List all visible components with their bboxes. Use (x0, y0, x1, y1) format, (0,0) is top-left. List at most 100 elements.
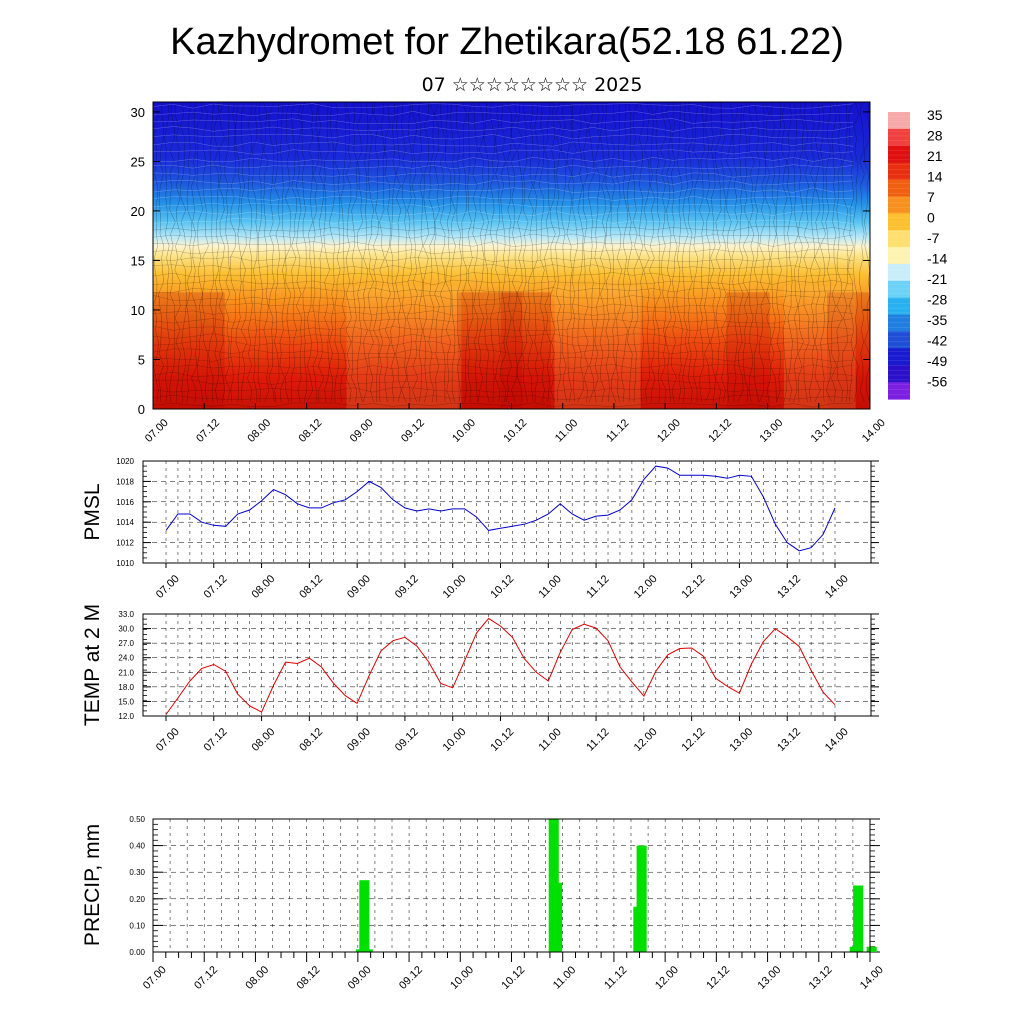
precip-bar (359, 880, 370, 952)
wind-barb-staff (285, 102, 292, 403)
wind-barb-staff (571, 102, 578, 403)
wind-barb-staff (792, 102, 799, 403)
wind-barb-staff (809, 102, 816, 403)
y-tick-label: 24.0 (118, 654, 134, 663)
wind-barb-staff (433, 102, 440, 403)
wind-barb-staff (538, 102, 545, 403)
y-tick-label: 0.00 (129, 948, 145, 957)
isoline (153, 187, 854, 193)
wind-barb-staff (439, 102, 446, 402)
isoline (153, 133, 854, 140)
x-tick-label: 09.00 (348, 417, 376, 445)
x-tick-label: 08.12 (297, 573, 325, 601)
isoline (153, 196, 853, 201)
y-tick-label: 15 (131, 253, 145, 268)
isoline (153, 295, 854, 301)
wind-barb-staff (500, 102, 507, 403)
wind-barb-staff (174, 102, 181, 403)
colorbar-swatch (888, 162, 910, 181)
x-tick-label: 13.00 (757, 417, 785, 445)
y-tick-label: 27.0 (118, 639, 134, 648)
x-tick-label: 08.00 (245, 417, 273, 445)
isoline (153, 256, 854, 262)
x-tick-label: 14.00 (823, 573, 851, 601)
wind-barb-staff (665, 102, 672, 403)
wind-barb-staff (291, 102, 297, 402)
temp-frame (142, 613, 872, 717)
wind-barb-staff (775, 102, 782, 403)
wind-barb-staff (831, 102, 837, 403)
wind-barb-staff (411, 102, 418, 403)
wind-barb-staff (533, 102, 540, 403)
x-tick-label: 10.12 (501, 417, 529, 445)
colorbar-swatch (888, 382, 910, 400)
y-tick-label: 33.0 (118, 610, 134, 619)
y-tick-label: 25 (131, 154, 145, 169)
wind-barb-staff (378, 102, 385, 403)
wind-barb-staff (323, 102, 330, 403)
colorbar-swatch (888, 128, 910, 147)
colorbar-label: 21 (927, 148, 943, 164)
wind-barb-staff (753, 102, 761, 403)
x-tick-label: 14.00 (858, 964, 886, 992)
isoline (153, 210, 854, 216)
precip-bar (362, 949, 373, 952)
pmsl-frame (142, 460, 872, 564)
wind-barb-staff (814, 102, 821, 403)
wind-barb-staff (230, 102, 236, 403)
wind-barb-staff (274, 102, 281, 403)
wind-barb-staff (202, 102, 209, 403)
wind-barb-staff (401, 102, 407, 403)
wind-barb-staff (742, 102, 750, 403)
wind-barb-staff (384, 102, 391, 403)
x-tick-label: 08.00 (243, 964, 271, 992)
wind-barb-staff (247, 102, 253, 403)
wind-barb-staff (495, 102, 501, 403)
isoline (153, 118, 854, 124)
wind-barb-staff (218, 102, 225, 403)
isoline (153, 387, 854, 393)
precip-axis-label: PRECIP, mm (81, 824, 104, 946)
x-tick-label: 12.12 (680, 726, 708, 754)
y-tick-label: 0.20 (129, 895, 145, 904)
isoline (153, 333, 854, 339)
y-tick-label: 1014 (116, 518, 134, 527)
y-tick-label: 0.50 (129, 815, 145, 824)
colorbar-swatch (888, 331, 910, 349)
wind-barb-staff (555, 102, 562, 402)
wind-barb-staff (671, 102, 678, 403)
x-tick-label: 13.00 (727, 726, 755, 754)
isoline (153, 310, 854, 316)
wind-barb-staff (693, 102, 700, 403)
wind-barb-staff (638, 102, 644, 403)
isoline (153, 172, 854, 178)
colorbar-swatch (888, 112, 910, 130)
x-tick-label: 09.12 (399, 417, 427, 445)
y-tick-label: 21.0 (118, 668, 134, 677)
cool-band (554, 286, 641, 409)
x-tick-label: 11.00 (553, 417, 580, 444)
colorbar-label: 35 (927, 107, 943, 123)
wind-barb-staff (577, 102, 584, 403)
precip-bar (552, 882, 563, 952)
wind-barb-staff (456, 102, 462, 403)
wind-barb-staff (191, 102, 198, 403)
warm-band (500, 292, 551, 409)
isoline (153, 402, 854, 408)
wind-barb-staff (329, 102, 336, 403)
wind-barb-staff (224, 102, 231, 403)
wind-barb-staff (797, 102, 805, 403)
x-tick-label: 10.12 (499, 964, 527, 992)
x-tick-label: 11.12 (602, 964, 629, 991)
wind-barb-staff (842, 102, 849, 403)
wind-barb-staff (621, 102, 628, 403)
colorbar-swatch (888, 213, 910, 231)
x-tick-label: 12.00 (632, 726, 660, 754)
isoline (153, 287, 854, 293)
cross-section-panel: 0 5 10 15 20 25 30 07.00 07.12 08.00 08.12 09.00 09… (131, 101, 888, 445)
wind-barb-staff (158, 102, 165, 403)
colorbar-label: 7 (927, 189, 935, 205)
x-tick-label: 07.00 (154, 573, 182, 601)
warm-band (153, 292, 225, 409)
